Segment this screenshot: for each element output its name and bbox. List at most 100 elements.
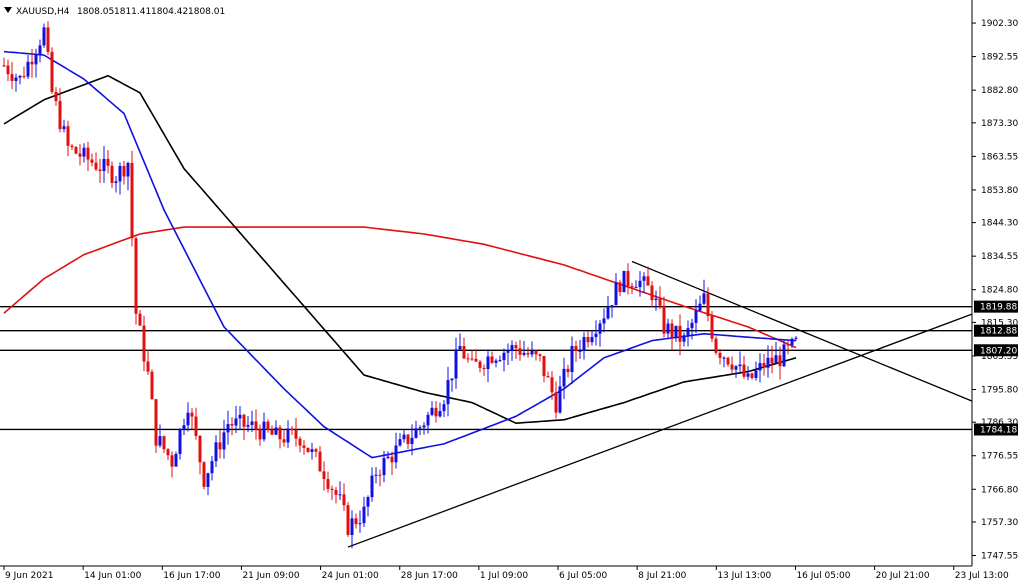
candle-bull xyxy=(286,428,290,443)
level-label: 1784.18 xyxy=(980,425,1017,435)
candle-bull xyxy=(34,54,38,65)
candle-bear xyxy=(718,352,722,358)
candle-bull xyxy=(262,421,266,440)
candle-bull xyxy=(222,432,226,450)
candle-bear xyxy=(198,435,202,463)
candle-bear xyxy=(650,285,654,301)
candle-bull xyxy=(42,27,46,46)
candle-bear xyxy=(170,455,174,467)
candle-bear xyxy=(326,479,330,489)
candle-bear xyxy=(354,518,358,525)
candle-bear xyxy=(318,451,322,472)
candle-bull xyxy=(634,287,638,289)
candle-bull xyxy=(310,449,314,452)
sma-blue-line xyxy=(3,50,797,459)
price-tick-label: 1747.55 xyxy=(981,552,1018,562)
candle-bear xyxy=(322,471,326,480)
candle-bear xyxy=(778,355,782,367)
header-low: 1804.42 xyxy=(151,7,188,17)
candle-bull xyxy=(530,350,534,355)
time-tick-label: 28 Jun 17:00 xyxy=(401,571,458,581)
price-tick-label: 1824.80 xyxy=(981,286,1018,296)
candle-bear xyxy=(434,407,438,417)
candle-bull xyxy=(426,414,430,426)
candle-bull xyxy=(362,506,366,524)
header-close: 1808.01 xyxy=(188,7,225,17)
candle-bull xyxy=(358,523,362,525)
candle-bull xyxy=(578,350,582,352)
candle-bear xyxy=(122,165,126,177)
candle-bear xyxy=(470,358,474,360)
candles xyxy=(2,21,798,549)
price-tick-label: 1882.80 xyxy=(981,86,1018,96)
candle-bull xyxy=(250,421,254,425)
candle-bear xyxy=(134,238,138,314)
candle-bear xyxy=(662,305,666,334)
candle-bull xyxy=(226,424,230,433)
candle-bull xyxy=(614,282,618,306)
price-tick-label: 1786.30 xyxy=(981,418,1018,428)
candle-bull xyxy=(502,352,506,361)
candle-bear xyxy=(46,27,50,52)
candle-bear xyxy=(574,346,578,352)
price-tick-label: 1834.55 xyxy=(981,252,1018,262)
candle-bear xyxy=(586,337,590,343)
candle-bull xyxy=(494,360,498,363)
candle-bull xyxy=(210,461,214,474)
candle-bull xyxy=(82,147,86,157)
candle-bear xyxy=(490,356,494,363)
candle-bull xyxy=(690,322,694,329)
candle-bear xyxy=(154,399,158,446)
price-tick-label: 1863.55 xyxy=(981,152,1018,162)
time-ticks: 9 Jun 2021 14 Jun 01:00 16 Jun 17:00 21 Jun… xyxy=(3,566,1009,581)
candle-bull xyxy=(782,344,786,367)
candle-bull xyxy=(374,474,378,476)
candle-bull xyxy=(642,276,646,281)
candle-bull xyxy=(62,126,66,130)
candle-bear xyxy=(86,147,90,160)
candle-bear xyxy=(462,346,466,359)
candle-bull xyxy=(758,363,762,371)
header-open: 1808.05 xyxy=(77,7,114,17)
candle-bull xyxy=(410,437,414,444)
candle-bear xyxy=(550,377,554,393)
candle-bull xyxy=(238,414,242,419)
candle-bull xyxy=(102,158,106,172)
time-tick-label: 16 Jul 05:00 xyxy=(796,571,850,581)
candle-bear xyxy=(142,325,146,362)
candle-bull xyxy=(766,357,770,368)
candle-bull xyxy=(178,429,182,454)
candle-bear xyxy=(266,421,270,430)
price-tick-label: 1844.30 xyxy=(981,219,1018,229)
level-label: 1819.88 xyxy=(980,303,1017,313)
candle-bull xyxy=(570,346,574,373)
candle-bull xyxy=(734,366,738,370)
level-label-box xyxy=(974,324,1018,337)
candle-bull xyxy=(186,412,190,426)
candle-bull xyxy=(174,453,178,467)
candle-bear xyxy=(390,456,394,463)
candle-bear xyxy=(346,505,350,535)
header-high: 1811.41 xyxy=(114,7,151,17)
candle-bull xyxy=(666,323,670,334)
candle-bear xyxy=(138,313,142,326)
price-tick-label: 1795.80 xyxy=(981,385,1018,395)
candle-bull xyxy=(182,425,186,430)
price-tick-label: 1805.55 xyxy=(981,352,1018,362)
candle-bear xyxy=(98,169,102,172)
candle-bear xyxy=(770,357,774,364)
candle-bull xyxy=(126,162,130,177)
time-tick-label: 24 Jun 01:00 xyxy=(322,571,379,581)
candle-bull xyxy=(594,333,598,338)
candle-bull xyxy=(246,424,250,427)
candle-bull xyxy=(18,75,22,78)
candle-bull xyxy=(214,442,218,462)
candle-bear xyxy=(146,361,150,372)
candle-bear xyxy=(554,392,558,413)
dropdown-arrow-icon[interactable] xyxy=(4,7,12,13)
price-tick-label: 1776.55 xyxy=(981,452,1018,462)
candle-bear xyxy=(546,376,550,378)
